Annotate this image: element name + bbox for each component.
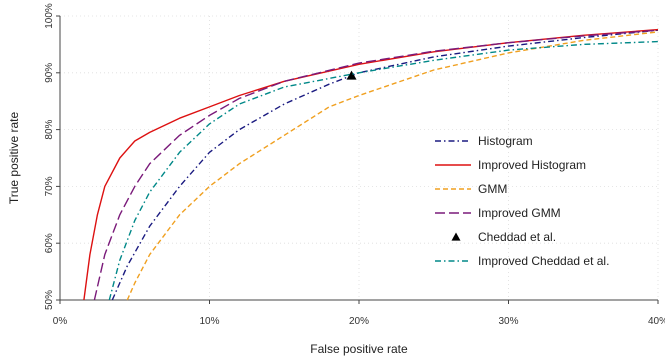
x-tick-label: 40% — [648, 316, 665, 327]
y-tick-labels: 50% 60% 70% 80% 90% 100% — [44, 3, 55, 310]
y-tick-label: 60% — [44, 233, 55, 253]
y-tick-label: 70% — [44, 176, 55, 196]
legend-label: Improved Cheddad et al. — [478, 254, 609, 268]
legend: Histogram Improved Histogram GMM Improved G… — [435, 134, 609, 268]
series-point — [346, 70, 357, 80]
legend-swatch — [451, 232, 461, 241]
series-line — [108, 40, 659, 301]
x-tick-label: 10% — [199, 316, 219, 327]
legend-label: Improved Histogram — [478, 158, 586, 172]
x-tick-labels: 0% 10% 20% 30% 40% — [53, 316, 665, 327]
x-tick-label: 20% — [349, 316, 369, 327]
y-axis-label: True positive rate — [7, 112, 21, 205]
x-tick-label: 0% — [53, 316, 68, 327]
legend-label: Cheddad et al. — [478, 230, 556, 244]
x-tick-label: 30% — [498, 316, 518, 327]
legend-label: GMM — [478, 182, 507, 196]
legend-label: Histogram — [478, 134, 533, 148]
series-line — [93, 29, 659, 301]
y-tick-label: 100% — [44, 3, 55, 29]
x-axis-label: False positive rate — [310, 342, 408, 356]
axes — [56, 15, 659, 304]
y-tick-label: 50% — [44, 290, 55, 310]
y-tick-label: 80% — [44, 119, 55, 139]
legend-label: Improved GMM — [478, 206, 561, 220]
series-layer — [83, 28, 659, 301]
y-tick-label: 90% — [44, 63, 55, 83]
series-line — [111, 29, 659, 301]
series-line — [126, 31, 659, 301]
